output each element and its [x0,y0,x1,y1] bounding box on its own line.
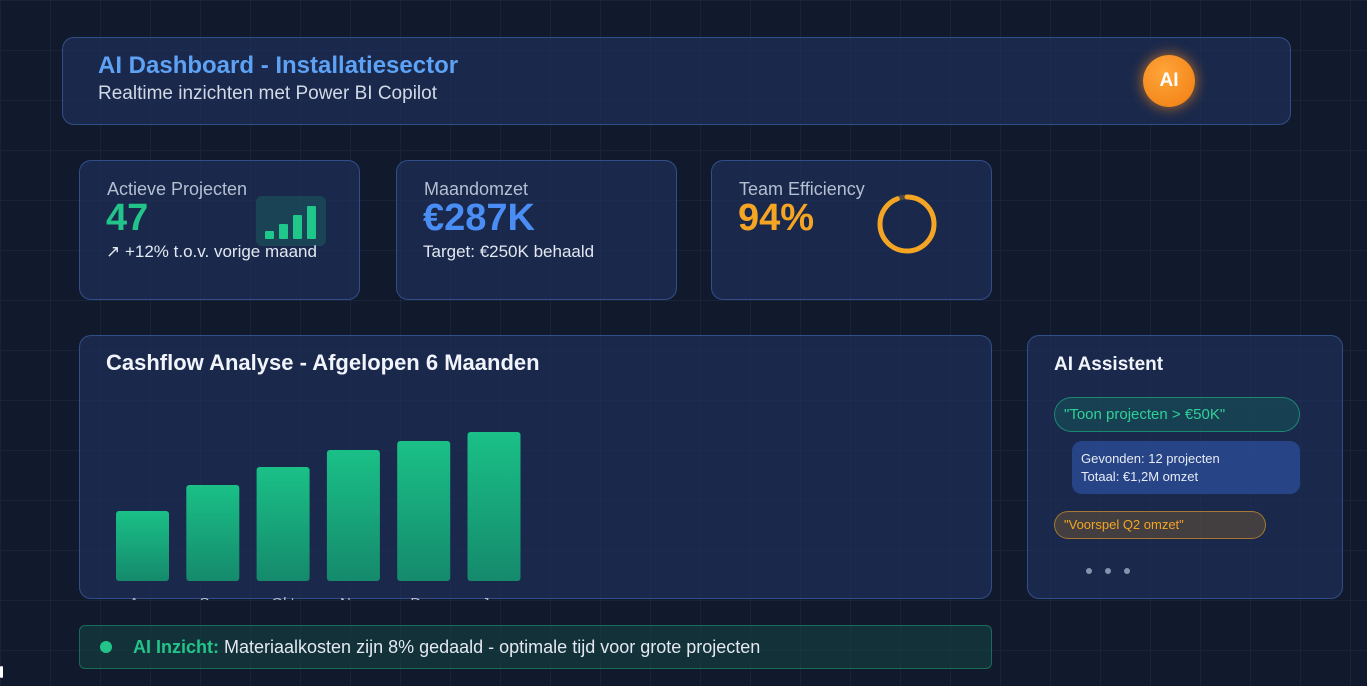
insight-label: AI Inzicht: [133,637,219,657]
answer-line: Totaal: €1,2M omzet [1081,469,1199,484]
x-tick-label: Nov [340,595,367,600]
bar-nov[interactable] [326,450,380,581]
typing-dot [1124,568,1130,574]
kpi-card-active-projects[interactable]: Actieve Projecten 47 ↗ +12% t.o.v. vorig… [79,160,360,300]
kpi-value: 47 [106,197,149,239]
x-tick-label: Jan [482,595,506,600]
bar-sep[interactable] [186,485,240,581]
x-tick-label: Aug [129,595,156,600]
bar-okt[interactable] [256,467,310,581]
kpi-card-monthly-revenue[interactable]: Maandomzet €287K Target: €250K behaald [396,160,677,300]
x-tick-label: Sep [199,595,226,600]
kpi-value: 94% [738,197,815,239]
bar-aug[interactable] [116,511,169,581]
ai-insight-bar: AI Inzicht: Materiaalkosten zijn 8% geda… [79,625,992,669]
assistant-answer-bubble: Gevonden: 12 projecten Totaal: €1,2M omz… [1072,441,1300,494]
kpi-card-team-efficiency[interactable]: Team Efficiency 94% [711,160,992,300]
bar-jan[interactable] [467,432,521,581]
ai-badge-button[interactable]: AI [1143,55,1195,107]
typing-dot [1105,568,1111,574]
corner-marker [0,666,3,678]
assistant-title: AI Assistent [1054,354,1164,375]
assistant-query-chip[interactable]: "Toon projecten > €50K" [1054,397,1300,432]
ai-assistant-panel: AI Assistent "Toon projecten > €50K" Gev… [1027,335,1343,599]
efficiency-ring [877,194,937,254]
kpi-label: Maandomzet [424,179,529,199]
kpi-label: Team Efficiency [739,179,865,199]
kpi-note: ↗ +12% t.o.v. vorige maand [106,242,317,261]
cashflow-bar-chart: Aug Sep Okt Nov Dec Jan [116,432,521,600]
typing-indicator [1086,561,1143,579]
page-title: AI Dashboard - Installatiesector [98,52,459,79]
insight-text: AI Inzicht: Materiaalkosten zijn 8% geda… [133,637,760,658]
chart-title: Cashflow Analyse - Afgelopen 6 Maanden [106,350,540,375]
x-tick-label: Okt [271,595,295,600]
insight-dot-icon [100,641,112,653]
insight-message: Materiaalkosten zijn 8% gedaald - optima… [219,637,761,657]
page-subtitle: Realtime inzichten met Power BI Copilot [98,83,437,104]
x-tick-label: Dec [410,595,437,600]
cashflow-chart-panel: Aug Sep Okt Nov Dec Jan Cashflow Analyse - Af… [79,335,992,600]
answer-line: Gevonden: 12 projecten [1081,451,1220,466]
kpi-label: Actieve Projecten [107,179,248,199]
header-panel: AI Dashboard - Installatiesector Realtim… [62,37,1291,125]
bar-chart-icon [256,196,326,246]
assistant-query-chip-forecast[interactable]: "Voorspel Q2 omzet" [1054,511,1266,539]
typing-dot [1086,568,1092,574]
kpi-value: €287K [423,197,535,239]
kpi-note: Target: €250K behaald [423,242,595,261]
bar-dec[interactable] [397,441,451,581]
